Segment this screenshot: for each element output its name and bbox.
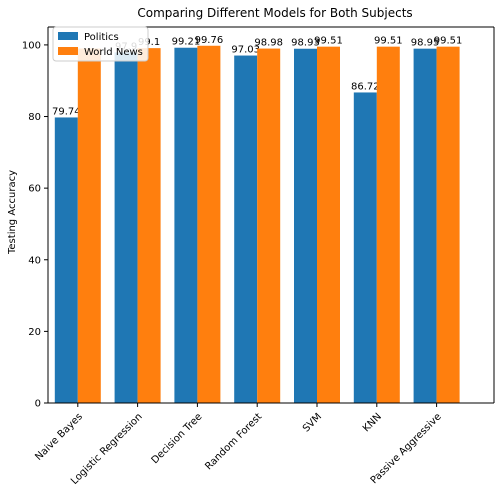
y-tick-label: 20 [28,327,41,338]
data-label: 99.76 [195,35,224,46]
x-tick-label: KNN [361,411,384,434]
y-tick-label: 100 [22,40,41,51]
x-tick-label: SVM [301,411,324,434]
data-label: 99.51 [434,36,463,47]
y-tick-label: 80 [28,112,41,123]
chart-title: Comparing Different Models for Both Subj… [137,6,412,20]
data-label: 79.74 [52,106,81,117]
y-axis-label: Testing Accuracy [7,170,18,255]
x-tick-label: Random Forest [203,411,264,472]
legend: Politics World News [52,26,149,62]
y-tick-label: 0 [35,399,41,410]
x-tick-label: Naive Bayes [33,411,85,463]
data-label: 98.93 [291,38,320,49]
y-tick-label: 40 [28,255,41,266]
data-label: 99.21 [172,37,201,48]
bar-world-news [77,48,101,403]
bar-world-news [137,48,161,403]
data-label: 99.1 [138,37,160,48]
legend-swatch [58,47,78,55]
bar-politics [234,55,258,403]
legend-swatch [58,32,78,40]
data-label: 97.03 [231,45,260,56]
data-label: 86.72 [351,81,380,92]
bar-world-news [376,46,400,404]
data-label: 99.51 [374,36,403,47]
bar-politics [174,47,198,404]
bar-politics [413,48,437,403]
y-tick-label: 60 [28,184,41,195]
legend-label: World News [84,47,143,58]
bar-politics [114,52,138,403]
bar-politics [294,48,317,403]
x-tick-label: Decision Tree [150,411,205,466]
bar-world-news [436,46,460,404]
bar-politics [353,92,377,403]
bar-world-news [197,45,221,403]
data-label: 99.51 [314,36,343,47]
bar-politics [54,117,78,403]
bar-world-news [317,46,340,404]
data-label: 98.98 [254,38,283,49]
legend-label: Politics [84,32,119,43]
bar-world-news [257,48,281,403]
data-label: 98.95 [411,38,440,49]
